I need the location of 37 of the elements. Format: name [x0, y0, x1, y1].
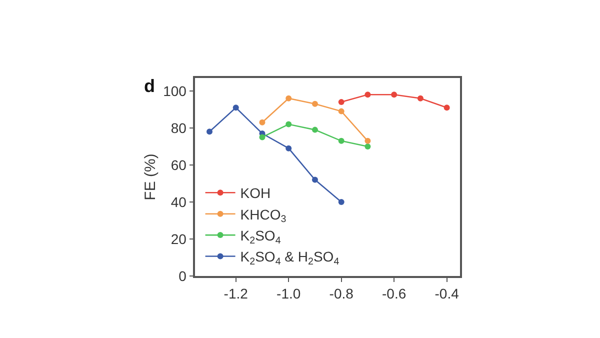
point [444, 104, 450, 111]
point [286, 121, 292, 128]
x-tick-label: -0.6 [382, 286, 406, 302]
point [312, 100, 318, 107]
x-tick-label: -1.2 [224, 286, 248, 302]
point [259, 134, 266, 140]
point [338, 138, 344, 144]
y-tick-label: 20 [170, 230, 187, 247]
point [312, 126, 318, 133]
y-axis-title: FE (%) [142, 154, 159, 200]
point [364, 138, 371, 144]
point [286, 95, 292, 102]
chart-title: d [144, 76, 155, 96]
point [232, 104, 239, 111]
x-tick-label: -1.0 [276, 286, 301, 302]
point [391, 92, 398, 98]
x-tick-label: -0.4 [434, 286, 460, 302]
legend-label: K$_{2}$SO$_{4}$ & H$_{2}$SO$_{4}$ [240, 248, 340, 268]
y-tick-label: 100 [163, 82, 187, 99]
legend-label: KHCO$_{3}$ [240, 206, 287, 226]
point [286, 145, 292, 152]
point [259, 119, 266, 126]
y-tick-label: 80 [170, 120, 187, 136]
point [338, 108, 344, 114]
point [312, 176, 318, 183]
legend-label: K$_{2}$SO$_{4}$ [240, 228, 282, 246]
point [338, 99, 344, 106]
point [364, 143, 371, 150]
legend-label: KOH [240, 185, 271, 202]
point [364, 92, 371, 98]
y-tick-label: 0 [178, 268, 187, 284]
y-tick-label: 40 [170, 194, 187, 210]
point [206, 128, 212, 135]
y-tick-label: 60 [170, 156, 187, 173]
point [338, 198, 344, 205]
x-tick-label: -0.8 [329, 286, 354, 302]
point [417, 95, 424, 102]
